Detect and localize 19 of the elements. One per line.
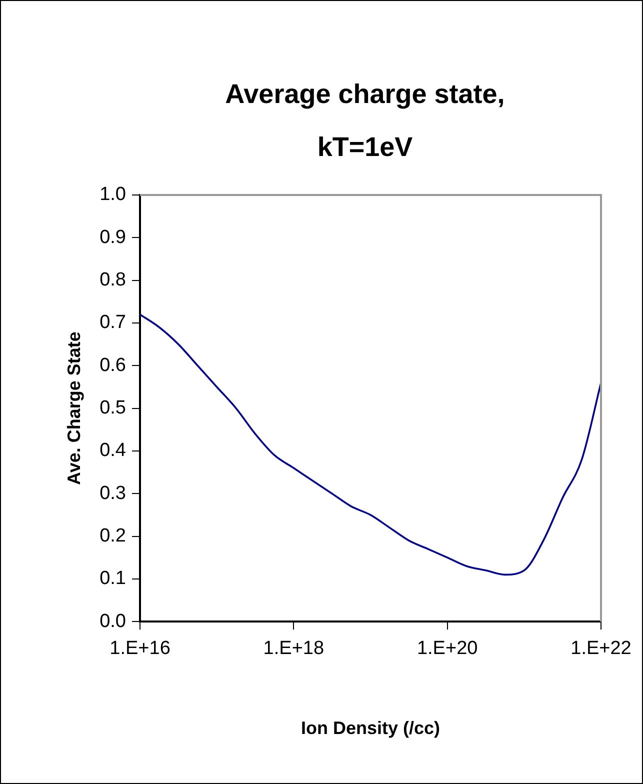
y-tick-label: 0.8 — [100, 270, 126, 291]
y-tick-label: 0.6 — [100, 354, 126, 376]
y-tick-label: 0.7 — [100, 312, 126, 334]
y-tick-label: 0.0 — [100, 610, 126, 632]
y-tick-label: 0.3 — [100, 482, 126, 504]
line-series — [139, 314, 602, 576]
x-tick-label: 1.E+16 — [110, 638, 170, 660]
x-axis-title: Ion Density (/cc) — [300, 718, 440, 738]
y-tick-label: 0.5 — [100, 398, 126, 419]
x-tick-label: 1.E+22 — [570, 638, 632, 660]
y-tick-label: 0.2 — [100, 526, 126, 547]
x-tick-label: 1.E+20 — [416, 638, 478, 660]
x-tick-label: 1.E+18 — [263, 638, 324, 660]
y-tick-label: 0.1 — [100, 568, 126, 590]
y-tick-label: 0.9 — [100, 226, 126, 248]
y-tick-label: 0.4 — [100, 440, 126, 462]
y-tick-label: 1.0 — [100, 184, 126, 206]
y-axis-title: Ave. Charge State — [64, 332, 84, 485]
chart-title: Average charge state, kT=1eV — [224, 78, 506, 164]
